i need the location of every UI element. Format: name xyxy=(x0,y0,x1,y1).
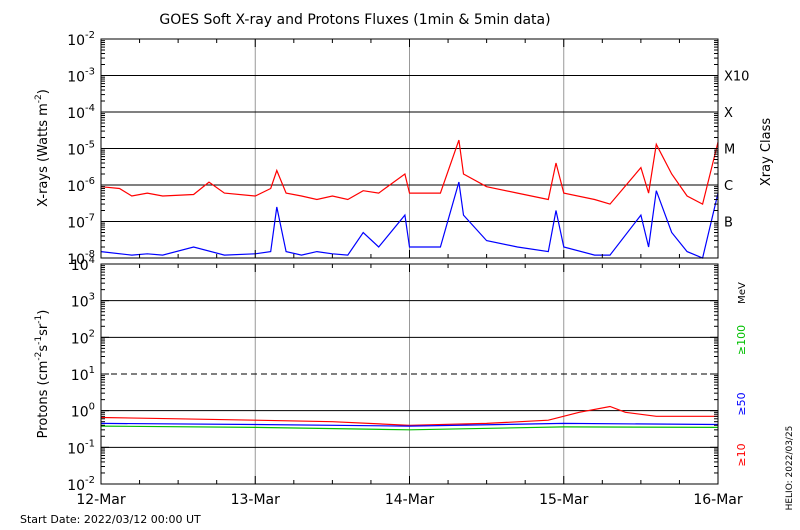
x-tick-label: 14-Mar xyxy=(385,492,435,508)
xray-ytick-label: 10-6 xyxy=(67,176,95,195)
xray-panel-axis: 10-8 10-7 10-6 10-5 10-4 10-3 10-2 B C M X X10 X-ray… xyxy=(34,30,749,268)
energy-label: ≥10 xyxy=(735,443,748,466)
xray-class-label: Xray Class xyxy=(759,118,774,186)
proton-ytick-label: 104 xyxy=(71,255,95,274)
xray-panel-grid xyxy=(101,39,718,258)
xray-ytick-label: 10-8 xyxy=(67,249,95,268)
proton-ytick-label: 10-1 xyxy=(67,438,95,457)
proton-series-0 xyxy=(100,405,718,426)
xray-y-label: X-rays (Watts m-2) xyxy=(34,89,51,207)
energy-label: ≥50 xyxy=(735,392,748,415)
xray-class-x10: X10 xyxy=(724,70,749,85)
x-axis: 12-Mar 13-Mar 14-Mar 15-Mar 16-Mar xyxy=(76,492,743,508)
credit-label: HELIO: 2022/03/25 xyxy=(785,426,795,511)
proton-ytick-label: 101 xyxy=(71,365,95,384)
xray-panel-series xyxy=(100,139,719,259)
xray-class-b: B xyxy=(724,216,733,231)
proton-series-1 xyxy=(100,422,719,427)
proton-panel-axis: 10-2 10-1 100 101 102 103 104 Protons (cm-2s-1s… xyxy=(34,255,748,494)
xray-ytick-label: 10-5 xyxy=(67,140,95,159)
chart-title: GOES Soft X-ray and Protons Fluxes (1min… xyxy=(159,12,550,28)
proton-panel-grid xyxy=(101,264,718,484)
xray-class-c: C xyxy=(724,179,733,194)
xray-ytick-label: 10-7 xyxy=(67,213,95,232)
xray-ytick-label: 10-4 xyxy=(67,103,95,122)
proton-series-2 xyxy=(100,425,719,431)
x-tick-label: 15-Mar xyxy=(539,492,589,508)
proton-ytick-label: 103 xyxy=(71,292,95,311)
x-tick-label: 12-Mar xyxy=(76,492,126,508)
xray-series-1 xyxy=(100,181,719,259)
xray-class-x: X xyxy=(724,106,733,121)
proton-ytick-label: 10-2 xyxy=(67,475,95,494)
proton-y-label: Protons (cm-2s-1sr-1) xyxy=(34,310,51,439)
proton-panel-series xyxy=(100,405,719,431)
xray-ytick-label: 10-3 xyxy=(67,67,95,86)
start-date-label: Start Date: 2022/03/12 00:00 UT xyxy=(20,513,201,526)
proton-ytick-label: 102 xyxy=(71,328,95,347)
x-tick-label: 13-Mar xyxy=(231,492,281,508)
xray-series-0 xyxy=(100,139,719,205)
xray-ytick-label: 10-2 xyxy=(67,30,95,49)
proton-units-label: MeV xyxy=(737,282,748,304)
x-tick-label: 16-Mar xyxy=(693,492,743,508)
energy-label: ≥100 xyxy=(735,325,748,355)
proton-ytick-label: 100 xyxy=(71,402,95,421)
xray-class-m: M xyxy=(724,143,735,158)
